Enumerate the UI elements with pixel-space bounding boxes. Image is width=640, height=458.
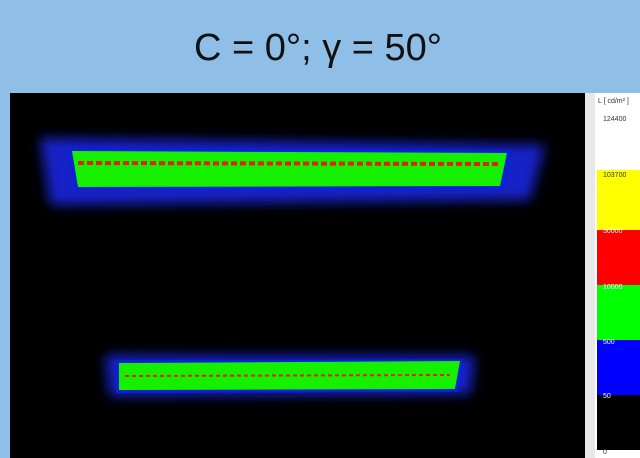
scale-label: 50 xyxy=(603,393,611,400)
band-green xyxy=(597,285,640,340)
scale-label: 124400 xyxy=(603,116,626,123)
band-red xyxy=(597,230,640,285)
scale-label: 0 xyxy=(603,449,607,456)
scale-label: 500 xyxy=(603,339,615,346)
scale-title: L [ cd/m² ] xyxy=(598,98,629,105)
luminaire-top xyxy=(72,151,507,187)
slide-canvas: C = 0°; γ = 50° L [ cd/m² ] 124400 103700… xyxy=(0,0,640,458)
slide-title: C = 0°; γ = 50° xyxy=(194,27,442,69)
band-yellow xyxy=(597,170,640,230)
slide: C = 0°; γ = 50° L [ cd/m² ] 124400 103700… xyxy=(0,0,640,458)
scale-label: 103700 xyxy=(603,172,626,179)
scale-label: 10000 xyxy=(603,284,623,291)
band-black xyxy=(597,395,640,450)
scale-label: 50000 xyxy=(603,228,623,235)
scrollbar[interactable] xyxy=(585,93,595,458)
band-blue xyxy=(597,340,640,395)
